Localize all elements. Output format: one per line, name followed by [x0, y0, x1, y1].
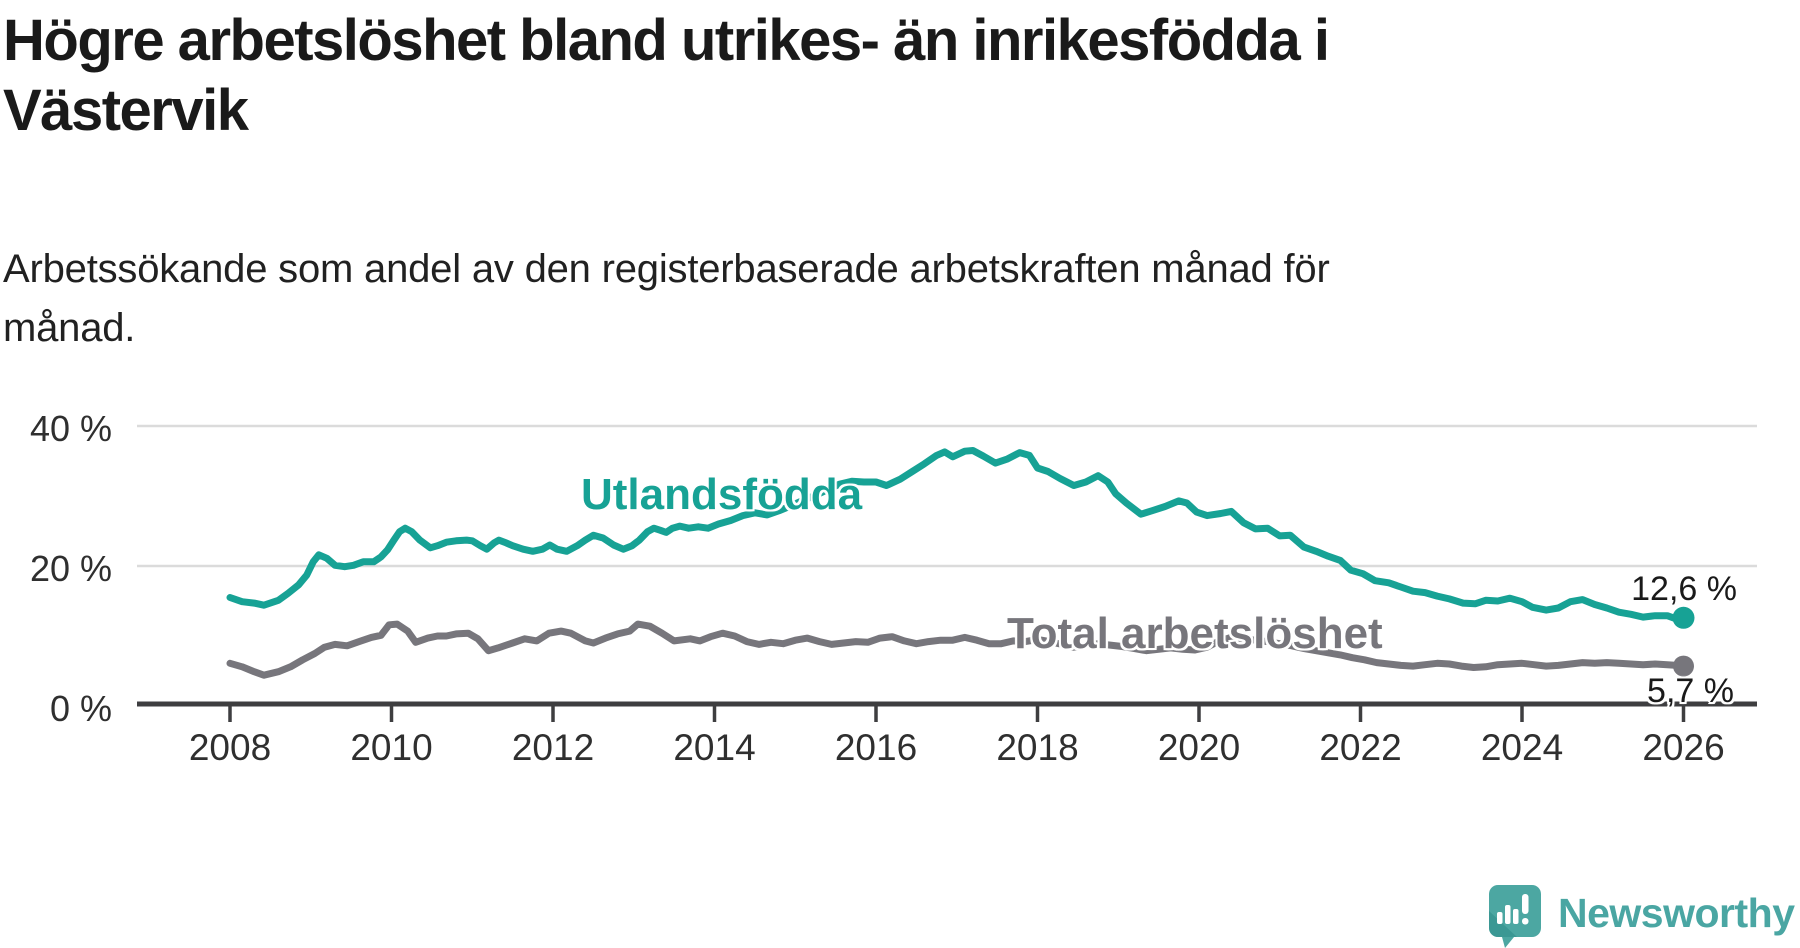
series-label-total-arbetsloshet: Total arbetslöshet: [1007, 609, 1383, 658]
x-tick-label-2008: 2008: [188, 727, 272, 768]
utlandsfodda-line-end-dot: [1672, 606, 1695, 629]
chart-subtitle-line1: Arbetssökande som andel av den registerb…: [3, 247, 1330, 291]
x-tick-label-2014: 2014: [673, 727, 756, 768]
chart-title-line2: Västervik: [3, 78, 249, 143]
series-label-utlandsfodda: Utlandsfödda: [581, 470, 863, 519]
x-tick-label-2020: 2020: [1157, 727, 1241, 768]
end-value-label-utlandsfodda: 12,6 %: [1631, 570, 1737, 608]
y-tick-label-40: 40 %: [29, 408, 112, 449]
x-tick-label-2016: 2016: [834, 727, 918, 768]
chart-subtitle-line2: månad.: [3, 306, 136, 350]
x-tick-label-2012: 2012: [511, 727, 595, 768]
newsworthy-wordmark: Newsworthy: [1558, 890, 1795, 936]
chart-subtitle: Arbetssökande som andel av den registerb…: [3, 240, 1503, 358]
gridlines: [137, 424, 1757, 568]
x-tick-label-2018: 2018: [996, 727, 1079, 768]
end-value-label-total-arbetsloshet: 5,7 %: [1647, 672, 1734, 710]
x-tick-label-2010: 2010: [350, 727, 433, 768]
total-arbetsloshet-line-end-dot: [1673, 655, 1694, 677]
x-axis-ticks: [228, 706, 1686, 722]
chart-title-line1: Högre arbetslöshet bland utrikes- än inr…: [3, 8, 1330, 73]
x-axis-line: [137, 701, 1757, 707]
total-arbetsloshet-line: [226, 620, 1687, 679]
x-tick-label-2022: 2022: [1319, 727, 1402, 768]
utlandsfodda-line: [226, 447, 1687, 623]
newsworthy-speech-bubble-bar-chart-icon: [1489, 885, 1541, 948]
x-tick-label-2026: 2026: [1642, 727, 1725, 768]
mini-bar-chart-glyph: [1497, 894, 1529, 925]
x-tick-label-2024: 2024: [1480, 727, 1564, 768]
chart-title: Högre arbetslöshet bland utrikes- än inr…: [3, 6, 1603, 146]
newsworthy-logo: Newsworthy: [1488, 884, 1795, 948]
bubble-fold-shade: [1489, 911, 1517, 937]
y-tick-label-0: 0 %: [49, 688, 112, 729]
y-tick-label-20: 20 %: [29, 548, 112, 589]
